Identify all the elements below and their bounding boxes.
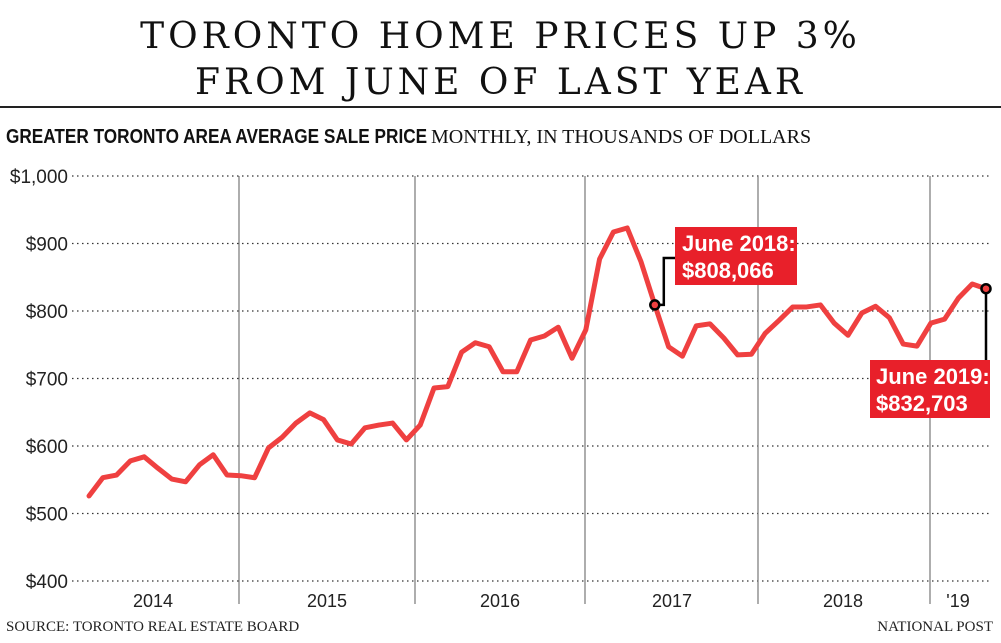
annotation-2018-value: $808,066 xyxy=(682,258,774,283)
chart-title: TORONTO HOME PRICES UP 3% FROM JUNE OF L… xyxy=(0,14,1001,106)
subtitle-bold: GREATER TORONTO AREA AVERAGE SALE PRICE xyxy=(6,126,428,148)
x-year-label: 2014 xyxy=(133,591,173,611)
y-tick-label: $600 xyxy=(26,437,68,458)
annotation-box-2018 xyxy=(675,227,797,285)
y-tick-label: $700 xyxy=(26,370,68,391)
x-year-label: '19 xyxy=(946,591,969,611)
annotation-2019-value: $832,703 xyxy=(876,391,968,416)
chart-subtitle: GREATER TORONTO AREA AVERAGE SALE PRICE M… xyxy=(6,126,811,149)
x-year-label: 2015 xyxy=(307,591,347,611)
y-tick-label: $400 xyxy=(26,572,68,593)
title-line-2: FROM JUNE OF LAST YEAR xyxy=(194,62,806,103)
y-tick-label: $900 xyxy=(26,235,68,256)
price-line xyxy=(86,225,989,499)
source-note: SOURCE: TORONTO REAL ESTATE BOARD xyxy=(6,619,300,635)
x-year-label: 2016 xyxy=(480,591,520,611)
marker-june-2018 xyxy=(649,299,661,311)
y-tick-label: $500 xyxy=(26,505,68,526)
marker-june-2019 xyxy=(980,282,992,295)
annotation-2019-label: June 2019: xyxy=(876,364,990,389)
annotation-2018-label: June 2018: xyxy=(682,231,796,256)
subtitle-units: MONTHLY, IN THOUSANDS OF DOLLARS xyxy=(431,126,812,148)
title-line-1: TORONTO HOME PRICES UP 3% xyxy=(140,16,861,57)
x-year-label: 2018 xyxy=(823,591,863,611)
leader-line-2018 xyxy=(654,256,676,307)
x-year-label: 2017 xyxy=(652,591,692,611)
title-divider xyxy=(0,106,1001,108)
y-tick-label: $800 xyxy=(26,302,68,323)
annotation-box-2019 xyxy=(870,360,990,418)
y-tick-label: $1,000 xyxy=(10,167,68,188)
credit: NATIONAL POST xyxy=(877,619,993,635)
